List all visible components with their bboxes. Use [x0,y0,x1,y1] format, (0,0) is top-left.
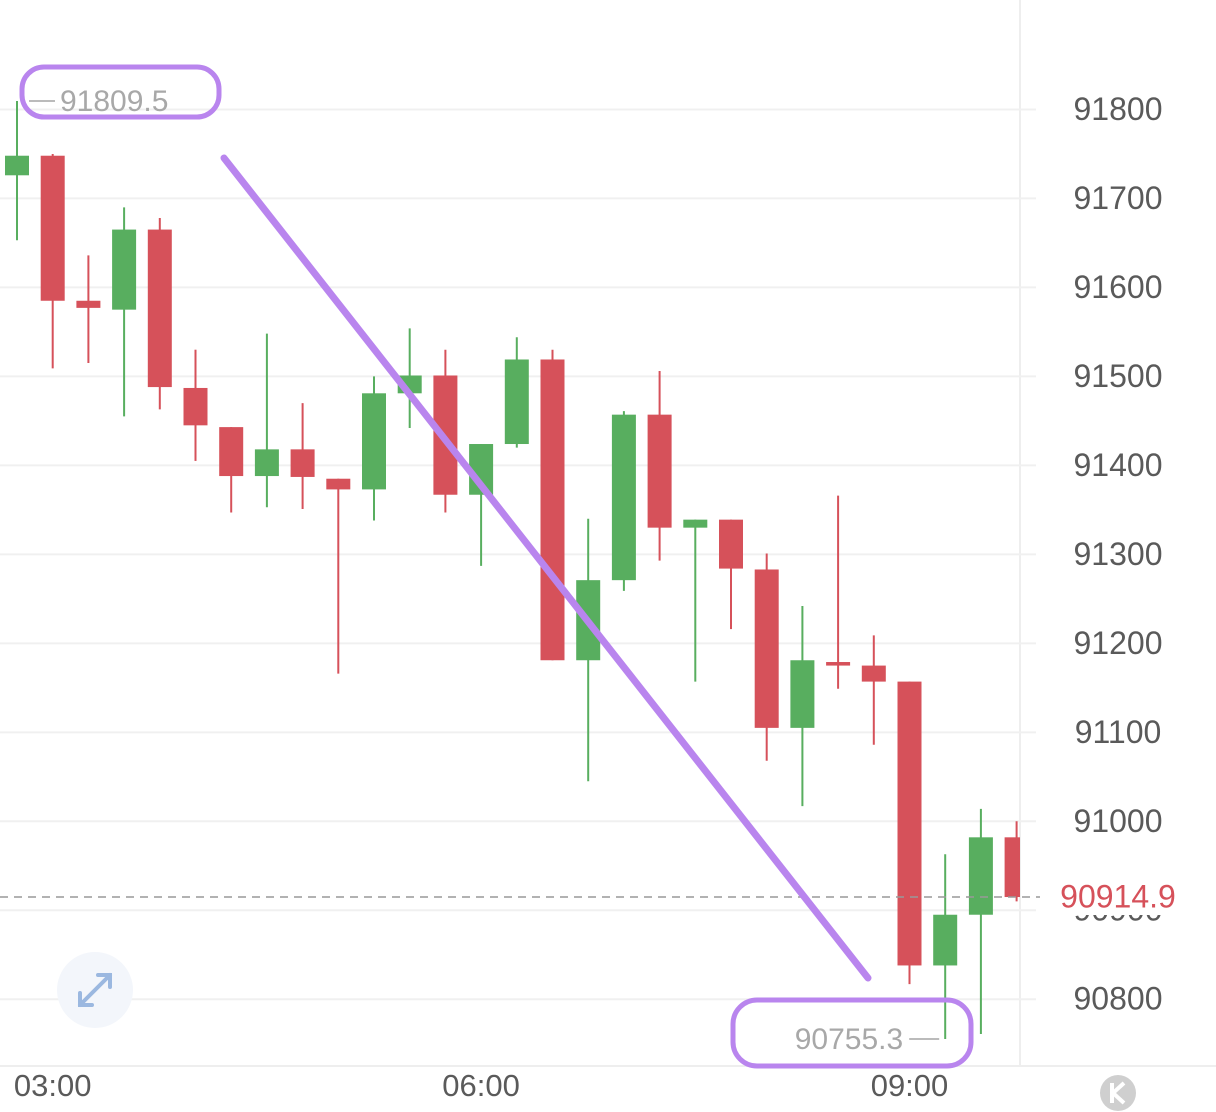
high-label: 91809.5 [60,85,168,118]
candle-body [647,414,672,528]
y-tick-label: 91400 [1074,447,1163,483]
x-tick-label: 09:00 [871,1068,949,1103]
candle-body [147,229,172,388]
candle-body [219,427,244,477]
candle-body [897,681,922,966]
candle-body [183,387,208,426]
y-tick-label: 91600 [1074,269,1163,305]
candle-body [790,660,815,728]
highlight-box [730,997,974,1069]
y-tick-label: 91300 [1074,536,1163,572]
candle-body [504,359,529,445]
y-tick-label: 90800 [1074,981,1163,1017]
overlay [19,64,1136,1111]
grid [0,108,1036,1001]
y-tick-label: 91700 [1074,180,1163,216]
trend-line [220,154,872,982]
candles [5,100,1020,1040]
candle-body [683,519,708,528]
highlight-box [19,64,222,120]
labels: 9080090900910009110091200913009140091500… [0,85,1216,1103]
x-tick-label: 03:00 [14,1068,92,1103]
candle-body [5,155,29,176]
y-tick-label: 91800 [1074,91,1163,127]
y-tick-label: 91000 [1074,803,1163,839]
x-tick-label: 06:00 [442,1068,520,1103]
candle-body [362,393,386,490]
y-tick-label: 91200 [1074,625,1163,661]
logo-icon [1100,1075,1136,1111]
candle-body [76,300,101,308]
candle-body [1004,837,1020,898]
candle-body [290,449,315,477]
expand-icon [78,973,112,1007]
candle-body [326,478,351,490]
low-label: 90755.3 [795,1023,903,1056]
candle-body [540,359,565,661]
candle-body [254,449,279,477]
candle-body [933,914,958,966]
y-tick-label: 91500 [1074,358,1163,394]
current-price-label: 90914.9 [1060,878,1176,914]
candle-body [754,569,779,728]
candle-body [968,837,993,915]
candle-body [40,155,65,301]
y-tick-label: 91100 [1075,714,1162,750]
candle-body [861,665,886,682]
candle-body [112,229,137,310]
current-price-bg [1042,877,1216,916]
candle-body [719,519,743,569]
logo-mark [1110,1081,1126,1105]
candle-body [611,414,636,581]
candle-body [826,662,851,666]
